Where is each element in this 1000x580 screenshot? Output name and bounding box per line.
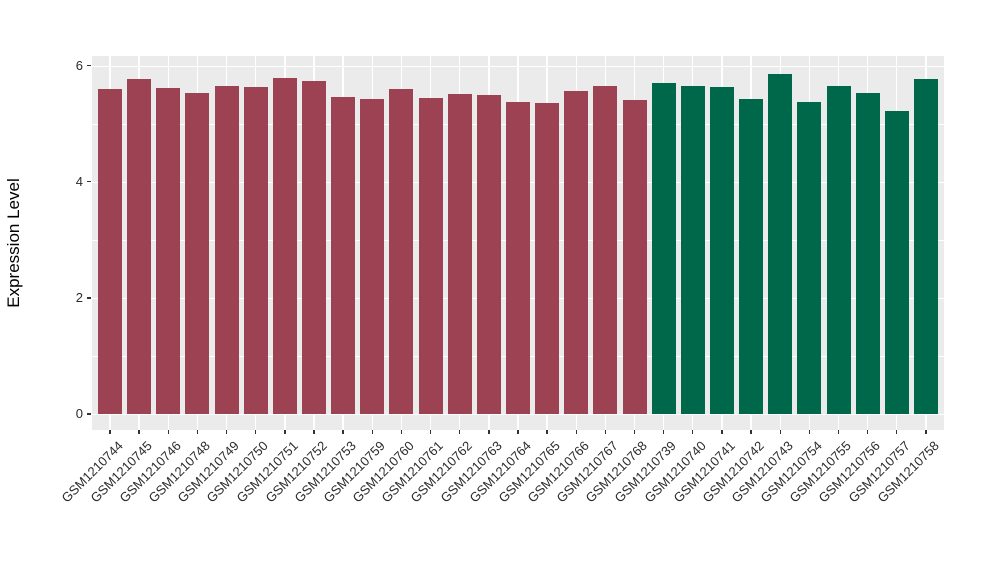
y-tick-mark: [87, 297, 91, 299]
bar-GSM1210753: [331, 96, 356, 414]
x-tick-mark: [692, 430, 694, 434]
y-tick-mark: [87, 64, 91, 67]
x-tick-mark: [896, 430, 898, 434]
x-tick-mark: [400, 430, 403, 434]
x-tick-mark: [662, 430, 665, 434]
bar-GSM1210757: [884, 110, 909, 414]
bar-GSM1210766: [564, 90, 589, 414]
x-tick-mark: [779, 430, 781, 434]
bar-GSM1210767: [593, 85, 618, 414]
bar-GSM1210760: [389, 89, 414, 414]
bar-GSM1210754: [797, 101, 822, 414]
x-tick-mark: [546, 430, 548, 434]
x-tick-mark: [517, 430, 519, 434]
x-tick-mark: [488, 430, 490, 434]
bar-GSM1210762: [447, 93, 472, 414]
x-tick-mark: [837, 430, 840, 434]
x-tick-mark: [109, 430, 111, 434]
bar-GSM1210745: [127, 78, 152, 414]
bar-GSM1210748: [185, 93, 210, 414]
bar-GSM1210755: [826, 86, 851, 414]
x-tick-mark: [371, 430, 373, 434]
x-tick-mark: [808, 430, 811, 434]
bar-GSM1210739: [651, 82, 676, 414]
bar-GSM1210752: [301, 81, 326, 414]
bar-GSM1210759: [360, 98, 385, 414]
x-tick-mark: [575, 430, 577, 434]
x-tick-mark: [225, 430, 228, 434]
x-tick-mark: [429, 430, 432, 434]
x-tick-mark: [284, 430, 286, 434]
x-tick-mark: [196, 430, 199, 434]
bar-GSM1210742: [739, 99, 764, 414]
x-tick-mark: [604, 430, 607, 434]
y-tick-label: 2: [75, 289, 83, 305]
bar-GSM1210764: [505, 101, 530, 414]
x-tick-mark: [342, 430, 344, 434]
bar-GSM1210750: [243, 87, 268, 414]
x-tick-mark: [866, 430, 869, 434]
bar-GSM1210758: [913, 78, 938, 414]
x-tick-mark: [458, 430, 461, 434]
bar-GSM1210763: [476, 95, 501, 414]
plot-panel: [92, 56, 944, 430]
x-tick-mark: [750, 430, 752, 434]
x-tick-mark: [925, 430, 927, 434]
bar-GSM1210768: [622, 100, 647, 414]
y-tick-mark: [87, 413, 91, 415]
bar-GSM1210740: [680, 85, 705, 414]
y-tick-label: 4: [75, 173, 83, 189]
bar-GSM1210751: [272, 78, 297, 414]
y-tick-label: 0: [75, 406, 83, 421]
bar-GSM1210761: [418, 98, 443, 414]
x-tick-mark: [167, 430, 169, 434]
bar-GSM1210749: [214, 85, 239, 414]
y-tick-mark: [87, 180, 91, 183]
x-tick-mark: [255, 430, 257, 434]
bar-GSM1210744: [98, 88, 122, 414]
y-tick-label: 6: [75, 57, 83, 73]
bar-GSM1210743: [768, 74, 793, 414]
x-tick-mark: [633, 430, 636, 434]
bar-GSM1210756: [855, 92, 880, 414]
bar-GSM1210741: [709, 87, 734, 414]
x-tick-mark: [138, 430, 140, 434]
bar-GSM1210746: [156, 88, 181, 414]
x-tick-mark: [313, 430, 315, 434]
x-tick-mark: [721, 430, 723, 434]
bar-GSM1210765: [535, 103, 560, 414]
